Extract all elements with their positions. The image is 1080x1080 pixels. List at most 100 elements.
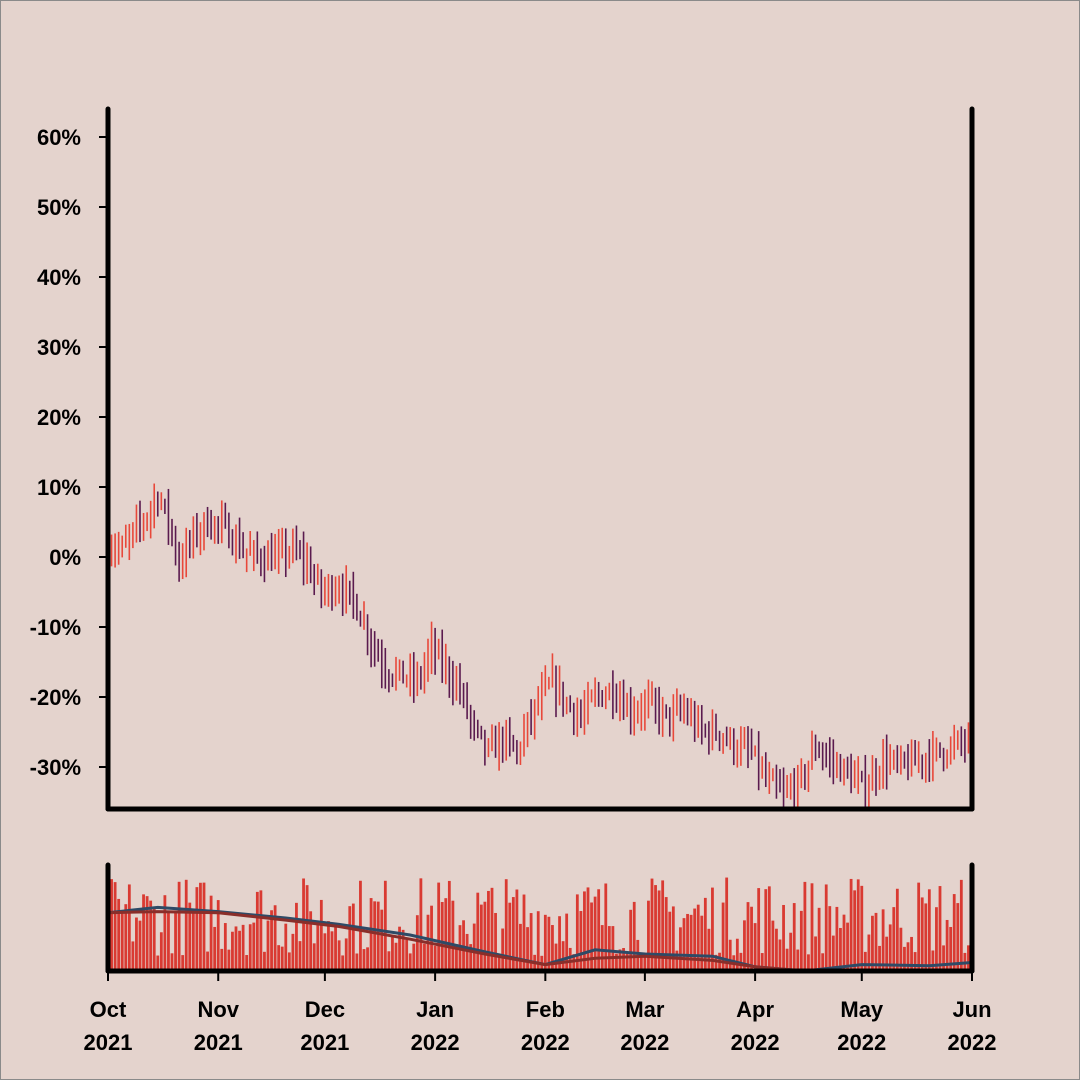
volume-bar [223,923,227,971]
volume-bar [803,881,807,971]
volume-bar [607,926,611,971]
volume-bar [391,936,394,971]
x-tick-year: 2022 [948,1030,997,1055]
volume-bar [334,924,337,971]
volume-bar [124,904,128,971]
volume-bar [447,880,451,971]
volume-bar [142,894,145,971]
volume-bar [899,927,903,971]
volume-bar [821,953,825,971]
volume-bar [191,912,195,971]
volume-bar [561,941,565,971]
volume-bar [657,890,661,971]
volume-bar [789,932,793,971]
volume-bar [707,928,711,971]
volume-bar [753,923,757,971]
volume-bar [903,946,906,971]
volume-bar [465,933,469,971]
volume-bar [156,955,160,971]
volume-bar [856,879,860,971]
volume-bar [483,901,487,971]
volume-bar [618,949,622,971]
volume-bar [792,903,796,971]
volume-bar [355,953,359,971]
volume-bar [956,903,960,971]
volume-bar [423,943,426,971]
volume-bar [629,909,633,971]
volume-bar [245,955,249,971]
volume-bar [583,891,586,971]
x-tick-year: 2022 [837,1030,886,1055]
volume-bar [867,934,871,971]
volume-bar [373,901,377,971]
x-tick-month: Oct [90,997,127,1022]
volume-bar [764,889,768,971]
volume-bar [945,919,949,971]
volume-bar [515,889,519,971]
x-tick-month: Apr [736,997,774,1022]
x-tick-year: 2021 [84,1030,133,1055]
volume-bar [398,926,401,971]
volume-bar [728,939,732,971]
volume-bar [615,953,618,971]
volume-bar [362,949,366,971]
volume-bar [771,920,775,971]
volume-bar [611,926,615,971]
volume-bar [497,955,501,971]
volume-bar [863,951,867,971]
volume-bar [743,920,746,971]
volume-bar [871,915,874,971]
x-tick-month: Feb [526,997,565,1022]
volume-bar [319,899,323,971]
volume-bar [878,945,881,971]
volume-bar [327,921,330,971]
x-tick-year: 2021 [300,1030,349,1055]
volume-bar [664,897,668,971]
volume-bar [671,906,675,971]
volume-bar [654,885,657,971]
volume-bar [419,878,423,971]
volume-bar [650,878,654,971]
volume-bar [860,885,864,971]
volume-bar [405,939,409,971]
volume-bar [785,948,789,971]
volume-bar [231,931,234,971]
volume-bar [188,902,192,971]
volume-bar [799,910,803,971]
volume-bar [152,907,156,971]
volume-bar [195,887,199,971]
volume-bar [536,911,540,971]
volume-bar [284,923,288,971]
volume-bar [558,916,561,971]
volume-bar [959,879,963,971]
y-tick-label: 0% [49,545,81,570]
volume-bar [394,942,398,971]
volume-bar [547,916,551,971]
volume-bar [711,887,714,971]
x-tick-month: Jan [416,997,454,1022]
volume-bar [874,912,878,971]
volume-bar [693,908,697,971]
volume-bar [241,924,245,971]
volume-bar [835,906,839,971]
volume-bar [927,889,931,971]
volume-bar [600,925,604,971]
volume-bar [725,877,729,971]
volume-bar [543,914,547,971]
volume-bar [113,882,117,971]
volume-bar [312,943,316,971]
volume-bar [696,904,700,971]
volume-bar [316,922,320,971]
volume-bar [604,883,608,971]
volume-bar [287,952,291,971]
volume-bar [295,902,298,971]
volume-bar [526,927,529,971]
y-tick-label: 40% [37,265,81,290]
volume-bar [579,911,583,971]
volume-bar [479,904,483,971]
volume-bar [942,945,945,971]
volume-bar [490,887,494,971]
volume-bar [817,907,821,971]
